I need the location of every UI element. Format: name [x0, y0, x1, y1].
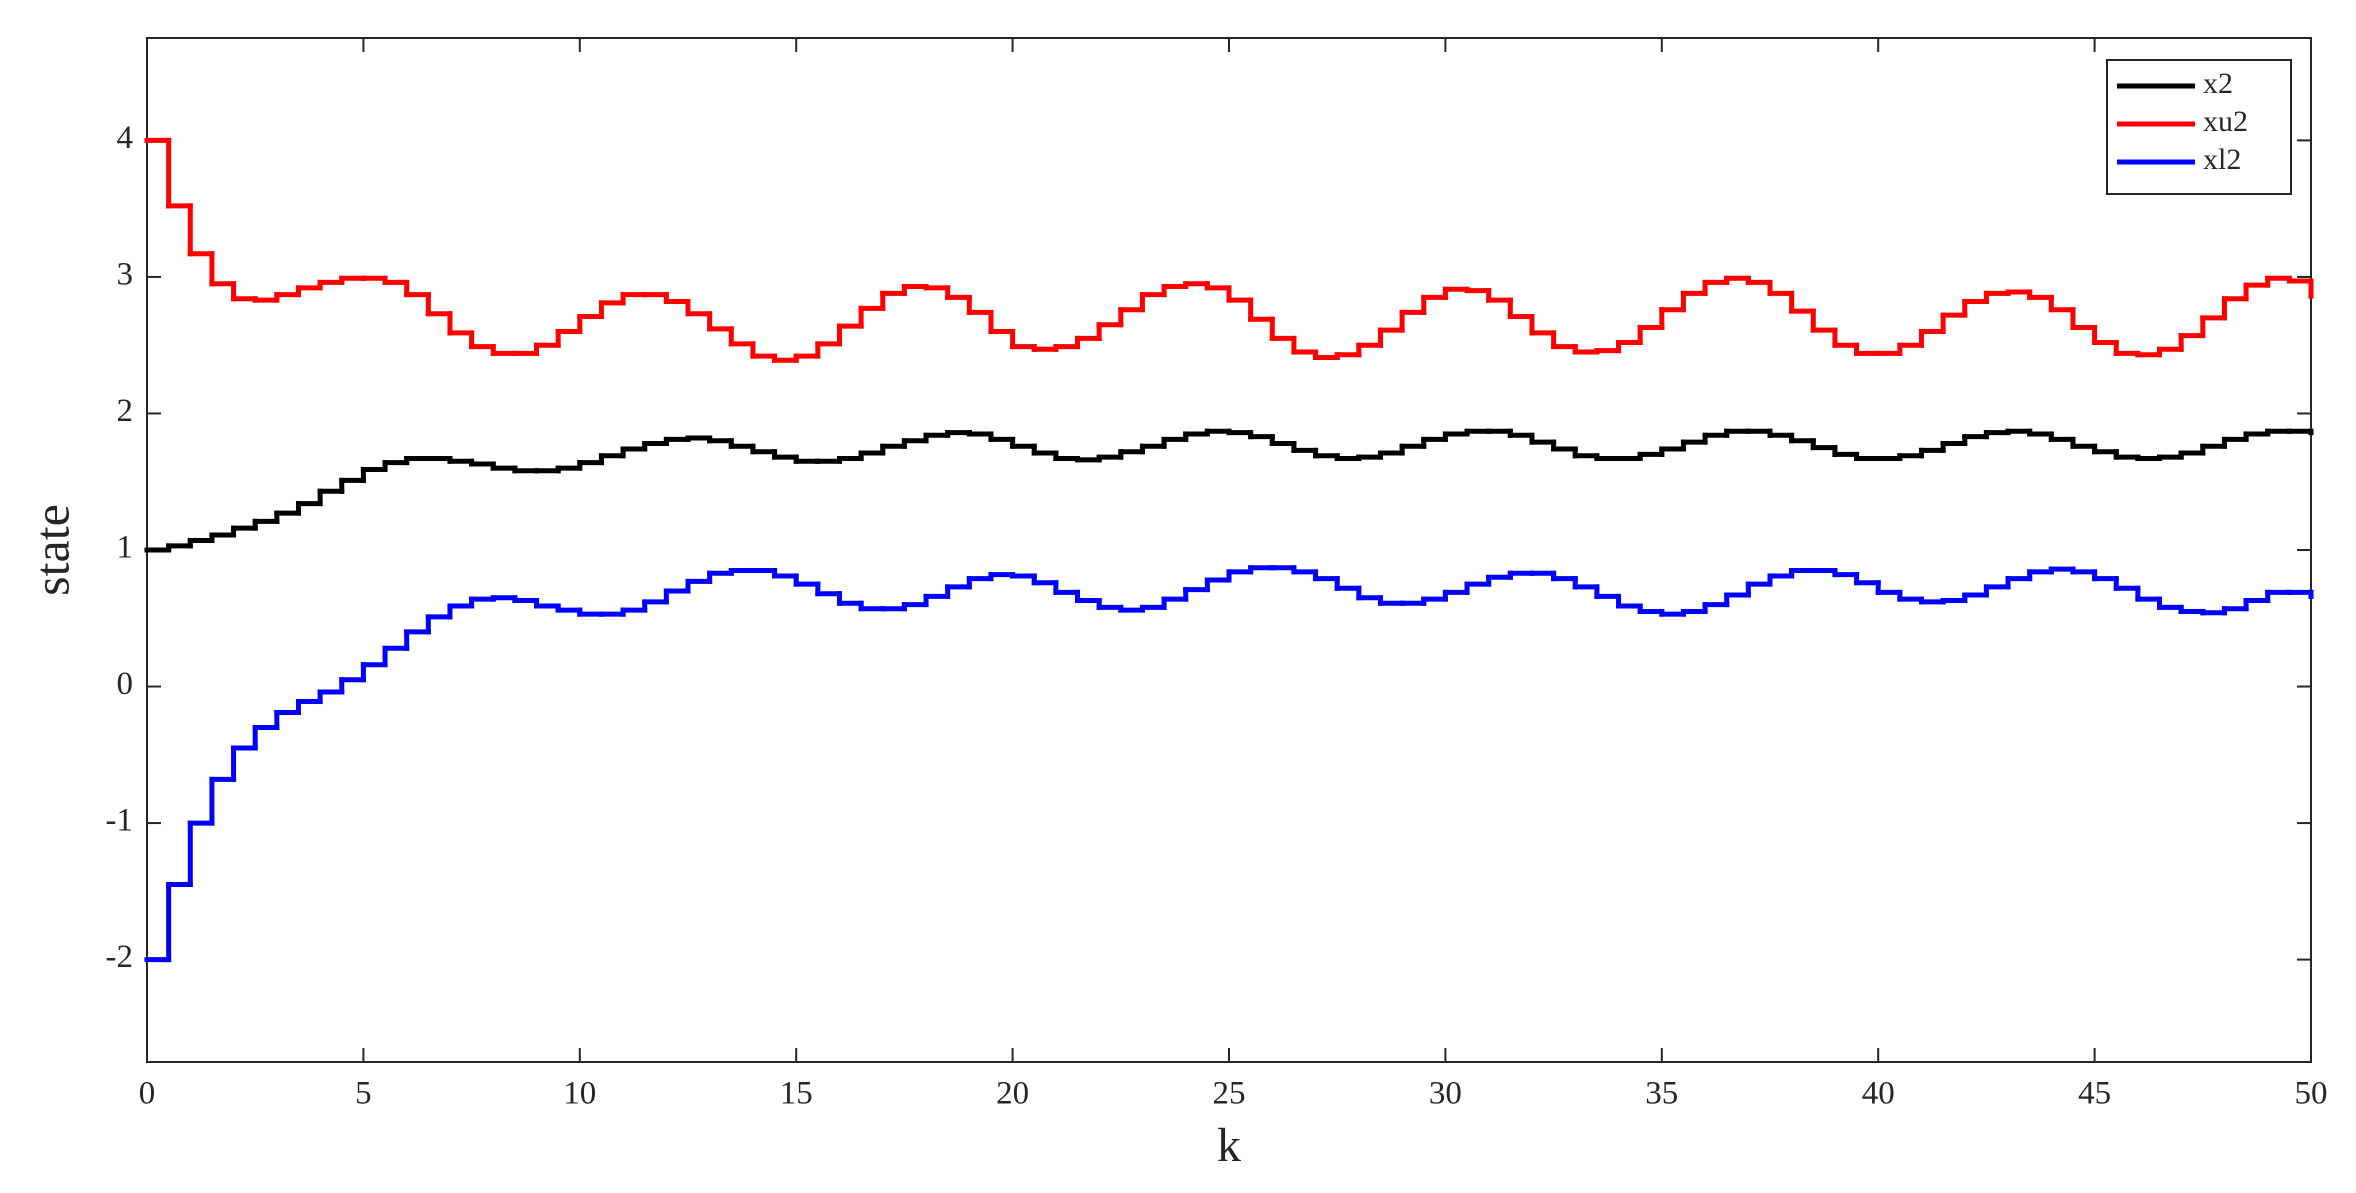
y-tick-label: -2 — [106, 939, 134, 975]
x-tick-label: 30 — [1429, 1076, 1462, 1112]
y-tick-label: 2 — [117, 393, 134, 429]
plot-frame — [146, 37, 2312, 1063]
x-tick-label: 5 — [355, 1076, 372, 1112]
y-tick-label: 4 — [117, 120, 134, 156]
legend-box — [2106, 59, 2292, 195]
x-tick-label: 15 — [780, 1076, 813, 1112]
x-tick-label: 0 — [139, 1076, 156, 1112]
x-axis-label: k — [1217, 1119, 1241, 1172]
x-tick-label: 40 — [1862, 1076, 1895, 1112]
x-tick-label: 20 — [996, 1076, 1029, 1112]
x-tick-label: 25 — [1213, 1076, 1246, 1112]
x-tick-label: 35 — [1645, 1076, 1678, 1112]
y-tick-label: 3 — [117, 257, 134, 293]
x-tick-label: 10 — [563, 1076, 596, 1112]
y-tick-label: -1 — [106, 803, 134, 839]
legend-label: x2 — [2203, 67, 2233, 100]
x-tick-label: 50 — [2295, 1076, 2328, 1112]
y-tick-label: 1 — [117, 530, 134, 566]
legend-label: xl2 — [2203, 143, 2241, 176]
legend-label: xu2 — [2203, 105, 2248, 138]
x-tick-label: 45 — [2078, 1076, 2111, 1112]
y-tick-label: 0 — [117, 666, 134, 702]
y-axis-label: state — [23, 504, 79, 596]
